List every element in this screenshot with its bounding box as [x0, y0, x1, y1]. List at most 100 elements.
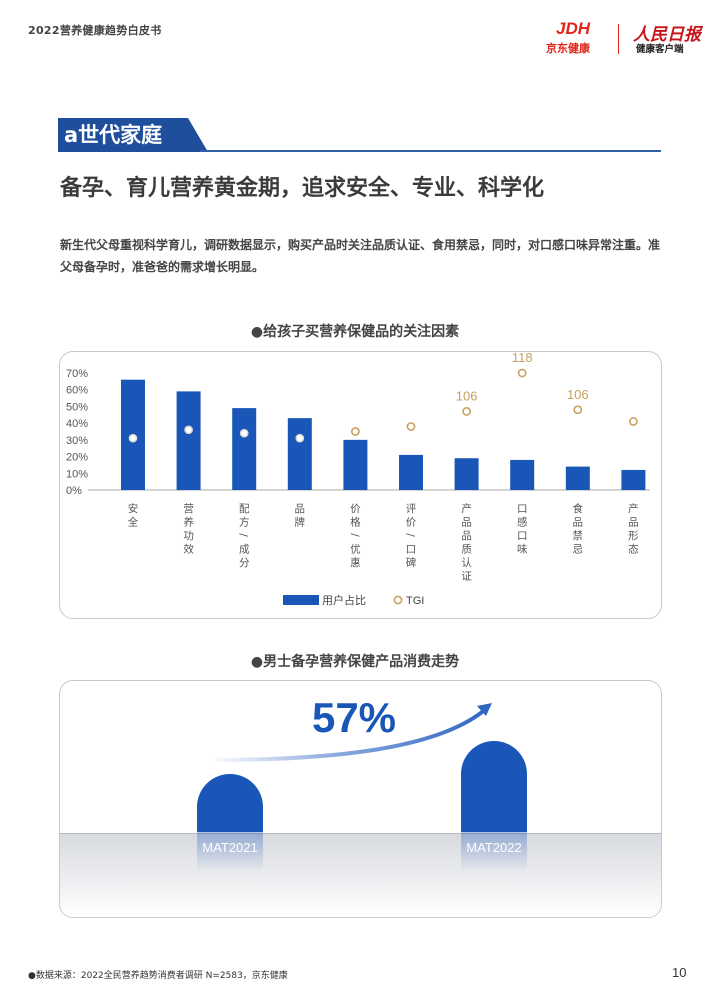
category-label-char: 禁: [573, 530, 584, 542]
category-label-char: 营: [183, 502, 194, 515]
trend-category-label: MAT2022: [466, 840, 521, 855]
category-label-char: 碑: [406, 556, 417, 569]
report-title: 2022营养健康趋势白皮书: [28, 24, 162, 37]
tgi-marker: [128, 433, 138, 443]
tgi-value-label: 106: [456, 388, 478, 403]
bar-产品形态: [621, 469, 646, 490]
bar-食品禁忌: [565, 466, 590, 490]
y-tick-label: 10%: [66, 468, 88, 480]
legend-tgi-swatch: [393, 595, 403, 605]
category-label-char: 品: [573, 517, 584, 529]
category-label-char: 牌: [295, 516, 306, 529]
chart2-card: [59, 680, 662, 918]
bar-品牌: [287, 418, 312, 490]
data-source-note: ●数据来源：2022全民营养趋势消费者调研 N=2583，京东健康: [28, 971, 288, 981]
legend-tgi-label: TGI: [406, 595, 424, 607]
category-label-char: 品: [628, 517, 639, 529]
category-label-char: 功: [183, 530, 194, 542]
rmrb-logo-subtitle: 健康客户端: [636, 44, 684, 55]
y-tick-label: 50%: [66, 401, 88, 413]
category-label-char: 价: [406, 517, 417, 529]
chart2-floor: [60, 833, 661, 917]
y-tick-label: 40%: [66, 418, 88, 430]
legend-bar-label: 用户占比: [322, 593, 366, 607]
trend-bar-MAT2021: [197, 774, 263, 832]
category-label-char: /: [237, 533, 249, 537]
tgi-marker: [517, 368, 527, 378]
trend-bar-reflection: [461, 832, 527, 872]
chart2-baseline: [60, 833, 661, 834]
chart2-title: ●男士备孕营养保健产品消费走势: [250, 654, 460, 670]
page-number: 10: [672, 965, 687, 980]
y-tick-label: 20%: [66, 452, 88, 464]
tgi-marker: [295, 433, 305, 443]
bar-产品品质认证: [454, 458, 479, 490]
y-tick-label: 0%: [66, 485, 82, 497]
category-label-char: 成: [239, 544, 250, 556]
intro-paragraph: 新生代父母重视科学育儿，调研数据显示，购买产品时关注品质认证、食用禁忌，同时，对…: [60, 238, 661, 274]
y-tick-label: 60%: [66, 385, 88, 397]
growth-arrowhead: [477, 703, 492, 716]
page-headline: 备孕、育儿营养黄金期，追求安全、专业、科学化: [60, 176, 545, 201]
category-label-char: 配: [239, 503, 250, 515]
category-label-char: 方: [239, 516, 250, 529]
legend-bar-swatch: [283, 595, 319, 605]
category-label-char: 质: [461, 544, 472, 556]
tgi-marker: [406, 422, 416, 431]
category-label-char: 品: [461, 517, 472, 529]
category-label-char: 产: [461, 502, 472, 515]
attention-factors-chart: 0%10%20%30%40%50%60%70%安全营养功效配方/成分品牌价格/优…: [66, 350, 650, 607]
category-label-char: 食: [573, 502, 584, 515]
bar-配方/成分: [232, 408, 257, 490]
category-label-char: 评: [406, 503, 417, 515]
category-label-char: 形: [628, 530, 639, 542]
trend-bar-MAT2022: [461, 740, 527, 832]
tgi-marker: [629, 417, 638, 426]
category-label-char: 证: [461, 571, 472, 583]
category-label-char: 产: [628, 502, 639, 515]
category-label-char: 惠: [350, 556, 361, 569]
category-label-char: 分: [239, 557, 250, 569]
male-preconception-trend-chart: 57% MAT2021 MAT2022: [197, 694, 527, 872]
bar-价格/优惠: [343, 439, 368, 490]
tgi-marker: [239, 428, 249, 438]
section-banner: [58, 118, 208, 152]
category-label-char: 全: [128, 516, 139, 529]
tgi-value-label: 106: [567, 387, 589, 402]
category-label-char: 口: [517, 503, 528, 515]
tgi-marker: [573, 405, 583, 415]
tgi-marker: [462, 407, 471, 416]
bar-口感口味: [510, 459, 535, 490]
logo-divider: [618, 24, 619, 54]
growth-label: 57%: [312, 694, 396, 741]
category-label-char: 养: [183, 516, 194, 529]
category-label-char: 优: [350, 543, 361, 556]
category-label-char: 忌: [573, 544, 584, 556]
category-label-char: 认: [461, 556, 472, 569]
bar-评价/口碑: [399, 454, 423, 490]
jdh-logo-subtitle: 京东健康: [546, 42, 590, 55]
rmrb-logo: 人民日报: [633, 25, 701, 45]
growth-arrow: [208, 706, 489, 762]
trend-bar-reflection: [197, 832, 263, 872]
section-divider: [200, 150, 661, 152]
category-label-char: 味: [517, 544, 528, 556]
category-label-char: 安: [128, 502, 139, 515]
category-label-char: 格: [350, 516, 361, 529]
category-label-char: 口: [406, 544, 417, 556]
trend-category-label: MAT2021: [202, 840, 257, 855]
category-label-char: /: [348, 533, 360, 537]
reflections: [197, 832, 527, 872]
jdh-logo: JDH: [556, 19, 591, 38]
category-label-char: 效: [183, 543, 194, 556]
tgi-value-label: 118: [512, 350, 533, 365]
category-label-char: 态: [628, 543, 639, 556]
y-tick-label: 30%: [66, 435, 88, 447]
category-label-char: 品: [295, 503, 306, 515]
category-label-char: /: [404, 533, 416, 537]
category-label-char: 价: [350, 503, 361, 515]
tgi-marker: [350, 427, 360, 436]
chart1-title: ●给孩子买营养保健品的关注因素: [250, 324, 460, 340]
category-label-char: 口: [517, 530, 528, 542]
y-tick-label: 70%: [66, 368, 88, 380]
